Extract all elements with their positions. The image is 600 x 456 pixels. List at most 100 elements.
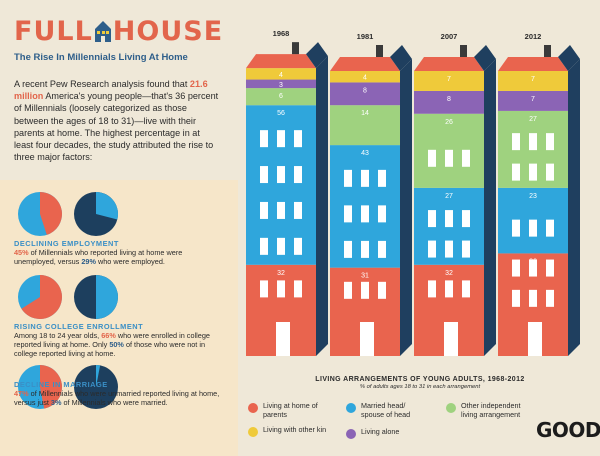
window-parents — [546, 289, 554, 307]
window-parents — [529, 289, 537, 307]
year-label: 2007 — [441, 32, 458, 41]
legend-label: Living alone — [361, 427, 400, 436]
window-head — [546, 219, 554, 237]
chimney — [544, 45, 551, 57]
legend-alone: Living alone — [346, 427, 429, 439]
window-head — [294, 237, 302, 255]
window-head — [378, 205, 386, 223]
legend-kin: Living with other kin — [248, 425, 331, 437]
window-independent — [529, 163, 537, 181]
window-head — [428, 240, 436, 258]
legend-label: Married head/ spouse of head — [361, 401, 411, 419]
roof — [246, 54, 316, 69]
building-side — [484, 59, 496, 356]
roof-side — [558, 45, 580, 71]
pie-employed-icon — [72, 190, 120, 243]
window-head — [378, 240, 386, 258]
buildings-chart: 32 56 6 3 4 1968 31 43 14 8 4 1981 32 27 26 8 7 2007 36 23 2… — [246, 29, 580, 357]
window-parents — [277, 280, 285, 298]
window-head — [260, 130, 268, 148]
window-head — [294, 166, 302, 184]
window-head — [344, 169, 352, 187]
pie-slice — [96, 192, 119, 220]
pie-not-enrolled-icon — [72, 273, 120, 326]
pie-slice — [40, 365, 62, 409]
window-head — [529, 219, 537, 237]
building-2012: 36 23 27 7 7 2012 — [498, 32, 580, 356]
bar-kin-2007 — [414, 71, 484, 91]
factor-text-employment: 45% of Millennials who reported living a… — [14, 248, 183, 267]
value-label-head: 43 — [361, 150, 369, 157]
factor-title-employment: Declining Employment — [14, 239, 119, 248]
legend-independent: Other independent living arrangement — [446, 401, 529, 419]
window-independent — [546, 163, 554, 181]
building-2007: 32 27 26 8 7 2007 — [414, 32, 496, 356]
chimney — [292, 42, 299, 55]
value-label-alone: 8 — [447, 96, 451, 103]
pie-unmarried-icon — [16, 363, 64, 416]
bar-alone-2012 — [498, 90, 568, 111]
pie-slice — [40, 192, 62, 235]
value-label-parents: 32 — [445, 270, 453, 277]
window-independent — [546, 133, 554, 151]
building-side — [316, 56, 328, 357]
roof-side — [390, 45, 412, 71]
window-head — [428, 210, 436, 228]
legend-swatch — [248, 403, 258, 413]
chimney — [376, 45, 383, 57]
page-subtitle: The Rise In Millennials Living At Home — [14, 52, 188, 63]
value-label-parents: 36 — [529, 258, 537, 265]
window-parents — [512, 259, 520, 277]
value-label-independent: 6 — [279, 93, 283, 100]
window-head — [294, 201, 302, 219]
year-label: 1981 — [357, 32, 374, 41]
bar-alone-2007 — [414, 90, 484, 114]
value-label-alone: 3 — [279, 82, 283, 89]
window-parents — [344, 281, 352, 299]
door — [528, 322, 542, 356]
roof-side — [306, 42, 328, 69]
window-independent — [445, 149, 453, 167]
factors-panel: Declining Employment 45% of Millennials … — [0, 180, 238, 456]
legend-label: Living at home of parents — [263, 401, 318, 419]
window-head — [361, 205, 369, 223]
bar-kin-1981 — [330, 71, 400, 83]
window-independent — [462, 149, 470, 167]
legend-parents: Living at home of parents — [248, 401, 331, 419]
value-label-independent: 26 — [445, 119, 453, 126]
window-head — [378, 169, 386, 187]
year-label: 1968 — [273, 29, 290, 38]
legend-swatch — [446, 403, 456, 413]
chimney — [460, 45, 467, 57]
pie-enrolled-icon — [16, 273, 64, 326]
page-title: FULL HOUSE — [14, 16, 224, 47]
window-parents — [546, 259, 554, 277]
house-logo-icon — [94, 18, 112, 42]
chart-caption: LIVING ARRANGEMENTS OF YOUNG ADULTS, 196… — [300, 376, 540, 390]
value-label-kin: 4 — [279, 72, 283, 79]
window-head — [277, 201, 285, 219]
window-parents — [294, 280, 302, 298]
bar-kin-2012 — [498, 71, 568, 91]
window-head — [445, 240, 453, 258]
value-label-head: 23 — [529, 193, 537, 200]
window-head — [260, 201, 268, 219]
roof — [414, 57, 484, 71]
bar-alone-1968 — [246, 79, 316, 89]
pie-slice — [21, 275, 62, 319]
window-head — [277, 166, 285, 184]
legend-head: Married head/ spouse of head — [346, 401, 429, 419]
building-side — [400, 59, 412, 356]
window-parents — [512, 289, 520, 307]
window-parents — [361, 281, 369, 299]
value-label-head: 27 — [445, 193, 453, 200]
building-1968: 32 56 6 3 4 1968 — [246, 29, 328, 357]
window-independent — [428, 149, 436, 167]
factor-title-college: Rising College Enrollment — [14, 322, 144, 331]
value-label-kin: 7 — [531, 76, 535, 83]
value-label-parents: 32 — [277, 270, 285, 277]
year-label: 2012 — [525, 32, 542, 41]
pie-unemployed-icon — [16, 190, 64, 243]
door — [360, 322, 374, 356]
window-parents — [378, 281, 386, 299]
